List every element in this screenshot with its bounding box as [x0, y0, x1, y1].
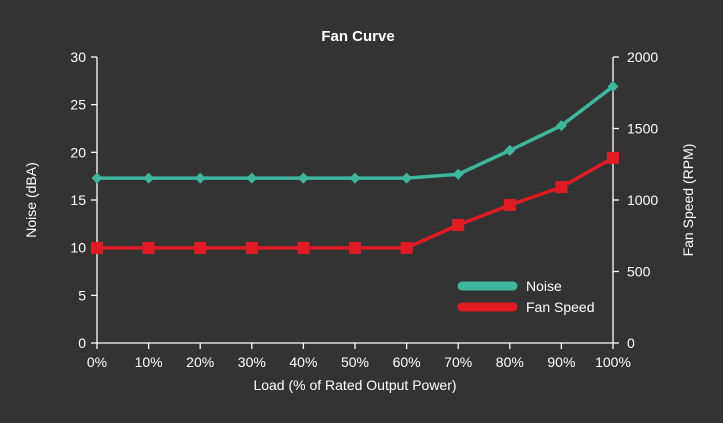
chart-title: Fan Curve	[321, 28, 394, 45]
noise-point	[246, 172, 258, 184]
x-tick-label: 80%	[496, 354, 524, 370]
legend-label-noise: Noise	[526, 278, 562, 294]
fan-speed-point	[452, 219, 465, 232]
noise-point	[452, 168, 464, 180]
fan-speed-point	[503, 199, 516, 212]
left-y-tick-label: 25	[70, 97, 86, 113]
left-y-tick-label: 5	[78, 287, 86, 303]
left-y-tick-label: 15	[70, 192, 86, 208]
legend: Noise Fan Speed	[457, 278, 595, 315]
left-y-tick-label: 0	[78, 335, 86, 351]
right-y-tick-label: 1000	[627, 192, 658, 208]
x-tick-label: 100%	[595, 354, 631, 370]
fan-speed-point	[194, 241, 207, 254]
x-tick-label: 0%	[87, 354, 107, 370]
fan-speed-point	[142, 241, 155, 254]
x-tick-label: 30%	[238, 354, 266, 370]
series	[91, 81, 619, 254]
left-y-tick-label: 30	[70, 49, 86, 65]
noise-series-line	[95, 84, 615, 180]
fan-speed-point	[297, 241, 310, 254]
right-y-tick-label: 500	[627, 264, 651, 280]
left-y-axis-title: Noise (dBA)	[23, 162, 39, 237]
right-y-axis-title: Fan Speed (RPM)	[680, 144, 696, 257]
noise-point	[143, 172, 155, 184]
x-tick-label: 70%	[444, 354, 472, 370]
x-tick-label: 40%	[289, 354, 317, 370]
x-axis-title: Load (% of Rated Output Power)	[253, 377, 456, 393]
noise-point	[91, 172, 103, 184]
right-y-tick-label: 1500	[627, 121, 658, 137]
noise-point	[194, 172, 206, 184]
noise-point	[297, 172, 309, 184]
fan-speed-point	[607, 151, 619, 164]
fan-speed-point	[555, 181, 568, 194]
x-tick-label: 90%	[547, 354, 575, 370]
legend-label-fan-speed: Fan Speed	[526, 299, 595, 315]
right-y-tick-label: 2000	[627, 49, 658, 65]
ticks: 0 5 10 15 20 25 30 0 500 1000 1500 2000 0% 10% 20% 30% 4…	[70, 49, 658, 370]
fan-speed-point	[349, 241, 361, 254]
fan-speed-point	[245, 241, 258, 254]
noise-point	[555, 120, 567, 132]
x-tick-label: 20%	[186, 354, 214, 370]
x-tick-label: 60%	[393, 354, 421, 370]
x-tick-label: 10%	[135, 354, 163, 370]
left-y-tick-label: 10	[70, 240, 86, 256]
noise-point	[607, 81, 619, 93]
noise-point	[504, 144, 516, 156]
x-tick-label: 50%	[341, 354, 369, 370]
noise-point	[401, 172, 413, 184]
fan-speed-series-line	[95, 156, 615, 250]
left-y-tick-label: 20	[70, 144, 86, 160]
fan-speed-point	[400, 241, 413, 254]
right-y-tick-label: 0	[627, 335, 635, 351]
noise-point	[349, 172, 361, 184]
fan-speed-point	[91, 241, 103, 254]
